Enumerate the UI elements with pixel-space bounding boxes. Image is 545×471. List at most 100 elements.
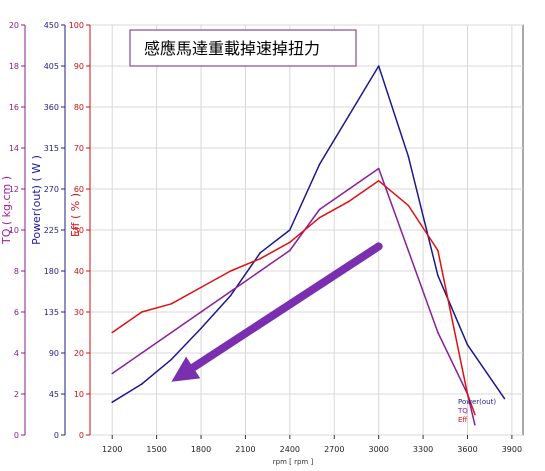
tq-tick-label: 10 (9, 226, 19, 235)
data-point-tq (474, 423, 476, 426)
data-point-power-out (437, 274, 439, 277)
x-axis: 1200 1500 1800 2100 2400 2700 3000 3300 3600 3900 (102, 435, 522, 454)
series-line-power-out (111, 65, 506, 403)
power-tick-label: 45 (49, 390, 59, 399)
x-tick-label: 2100 (235, 445, 255, 454)
eff-tick-label: 10 (74, 390, 84, 399)
data-point-power-out (377, 65, 380, 67)
chart-title: 感應馬達重載掉速掉扭力 (144, 39, 320, 58)
power-tick-label: 0 (54, 431, 59, 440)
eff-axis-title: Eff ( % ) (69, 193, 82, 237)
data-point-tq (141, 352, 143, 354)
data-point-tq (170, 331, 173, 334)
power-tick-label: 405 (44, 62, 59, 71)
tq-tick-label: 6 (14, 308, 19, 317)
data-point-eff (289, 241, 291, 244)
power-tick-label: 270 (44, 185, 59, 194)
data-point-eff (318, 216, 321, 219)
data-point-eff (170, 303, 173, 305)
data-point-eff (437, 249, 439, 252)
data-point-eff (200, 286, 202, 289)
data-point-power-out (200, 327, 202, 330)
eff-tick-label: 20 (74, 349, 84, 358)
data-point-power-out (141, 383, 143, 385)
x-tick-label: 1200 (102, 445, 122, 454)
data-point-power-out (229, 294, 232, 297)
data-point-power-out (111, 401, 114, 404)
tq-tick-label: 12 (9, 185, 19, 194)
data-point-power-out (466, 344, 469, 346)
x-axis-title: rpm [ rpm ] (273, 458, 314, 466)
data-point-tq (318, 208, 321, 211)
data-point-tq (348, 188, 350, 190)
tq-tick-label: 16 (9, 103, 19, 112)
axes: 0 2 4 6 8 10 12 14 16 18 20 0 45 90 135 180 225 270 315 36… (9, 21, 522, 454)
eff-axis: 0 10 20 30 40 50 60 70 80 90 100 (69, 21, 91, 440)
power-tick-label: 180 (44, 267, 59, 276)
power-tick-label: 225 (44, 226, 59, 235)
power-axis-title: Power(out) ( W ) (30, 155, 43, 245)
data-point-tq (200, 311, 202, 313)
tq-tick-label: 18 (9, 62, 19, 71)
data-point-power-out (259, 251, 262, 254)
data-point-eff (111, 331, 114, 334)
annotation-arrow-head (171, 356, 201, 382)
eff-tick-label: 40 (74, 267, 84, 276)
power-tick-label: 315 (44, 144, 59, 153)
legend-entry: TQ (457, 407, 468, 415)
x-tick-label: 3600 (457, 445, 477, 454)
power-tick-label: 450 (44, 21, 59, 30)
data-point-eff (407, 204, 410, 207)
chart-title-box: 感應馬達重載掉速掉扭力 (129, 29, 357, 67)
tq-axis: 0 2 4 6 8 10 12 14 16 18 20 (9, 21, 26, 440)
data-point-eff (377, 180, 380, 182)
tq-tick-label: 2 (14, 390, 19, 399)
power-tick-label: 360 (44, 103, 59, 112)
legend-entry: Eff (458, 416, 467, 424)
eff-tick-label: 100 (69, 21, 84, 30)
power-tick-label: 90 (49, 349, 59, 358)
data-point-power-out (407, 155, 410, 157)
eff-tick-label: 80 (74, 103, 84, 112)
tq-tick-label: 0 (14, 431, 19, 440)
x-tick-label: 1800 (191, 445, 211, 454)
x-tick-label: 1500 (146, 445, 166, 454)
data-point-eff (466, 393, 469, 395)
x-tick-label: 2400 (280, 445, 300, 454)
data-point-tq (289, 249, 291, 252)
eff-tick-label: 90 (74, 62, 84, 71)
data-point-eff (348, 200, 350, 203)
data-point-eff (141, 311, 143, 313)
tq-tick-label: 14 (9, 144, 19, 153)
annotation-arrow-shaft (189, 242, 383, 372)
tq-tick-label: 20 (9, 21, 19, 30)
tq-tick-label: 8 (14, 267, 19, 276)
eff-tick-label: 30 (74, 308, 84, 317)
data-point-eff (229, 270, 232, 272)
tq-axis-title: TQ ( kg.cm ) (0, 176, 13, 245)
data-point-power-out (170, 358, 173, 361)
data-point-power-out (348, 114, 350, 116)
eff-tick-label: 70 (74, 144, 84, 153)
eff-tick-label: 60 (74, 185, 84, 194)
data-point-tq (437, 331, 439, 334)
data-point-power-out (318, 163, 321, 166)
power-axis: 0 45 90 135 180 225 270 315 360 405 450 (44, 21, 66, 440)
data-point-tq (259, 270, 262, 272)
series (111, 65, 506, 426)
power-tick-label: 135 (44, 308, 59, 317)
annotation (171, 242, 383, 382)
x-tick-label: 3300 (413, 445, 433, 454)
data-point-eff (474, 413, 476, 416)
legend-entry: Power(out) (458, 398, 496, 406)
x-tick-label: 3900 (502, 445, 522, 454)
x-tick-label: 3000 (368, 445, 388, 454)
data-point-tq (407, 249, 410, 252)
x-tick-label: 2700 (324, 445, 344, 454)
data-point-power-out (503, 397, 506, 400)
data-point-eff (259, 257, 262, 260)
data-point-tq (377, 167, 380, 170)
series-line-eff (111, 180, 476, 415)
